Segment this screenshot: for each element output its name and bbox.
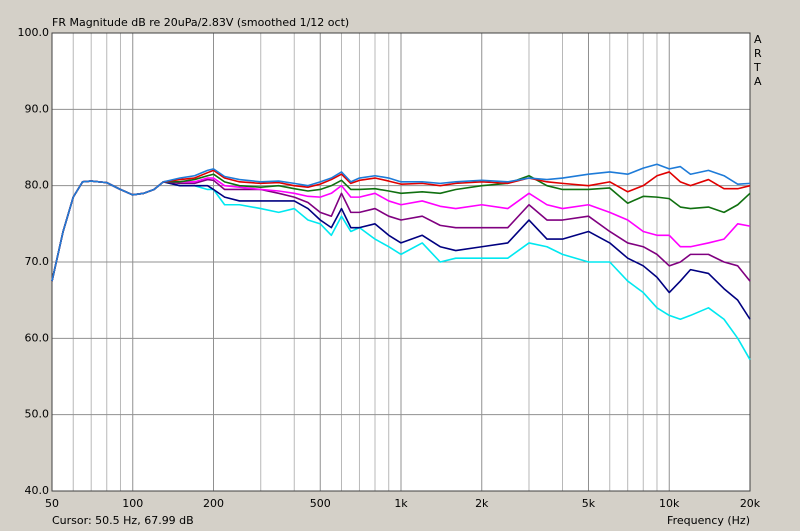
y-tick-label: 100.0	[18, 26, 50, 39]
y-tick-label: 40.0	[25, 484, 50, 497]
y-tick-label: 50.0	[25, 408, 50, 421]
y-tick-label: 70.0	[25, 255, 50, 268]
x-tick-label: 5k	[582, 497, 596, 510]
arta-logo: ARTA	[754, 33, 762, 88]
response-curve	[51, 163, 751, 282]
x-tick-label: 500	[310, 497, 331, 510]
plot-frame	[51, 32, 751, 492]
x-tick-label: 2k	[475, 497, 489, 510]
y-tick-label: 90.0	[25, 102, 50, 115]
cursor-readout: Cursor: 50.5 Hz, 67.99 dB	[52, 514, 194, 527]
x-tick-label: 20k	[740, 497, 761, 510]
x-tick-label: 200	[203, 497, 224, 510]
x-axis-label: Frequency (Hz)	[667, 514, 750, 527]
y-tick-label: 80.0	[25, 179, 50, 192]
x-tick-label: 1k	[394, 497, 408, 510]
chart-title: FR Magnitude dB re 20uPa/2.83V (smoothed…	[52, 16, 349, 29]
x-tick-label: 10k	[659, 497, 680, 510]
x-tick-label: 50	[45, 497, 59, 510]
y-tick-label: 60.0	[25, 331, 50, 344]
x-tick-label: 100	[122, 497, 143, 510]
